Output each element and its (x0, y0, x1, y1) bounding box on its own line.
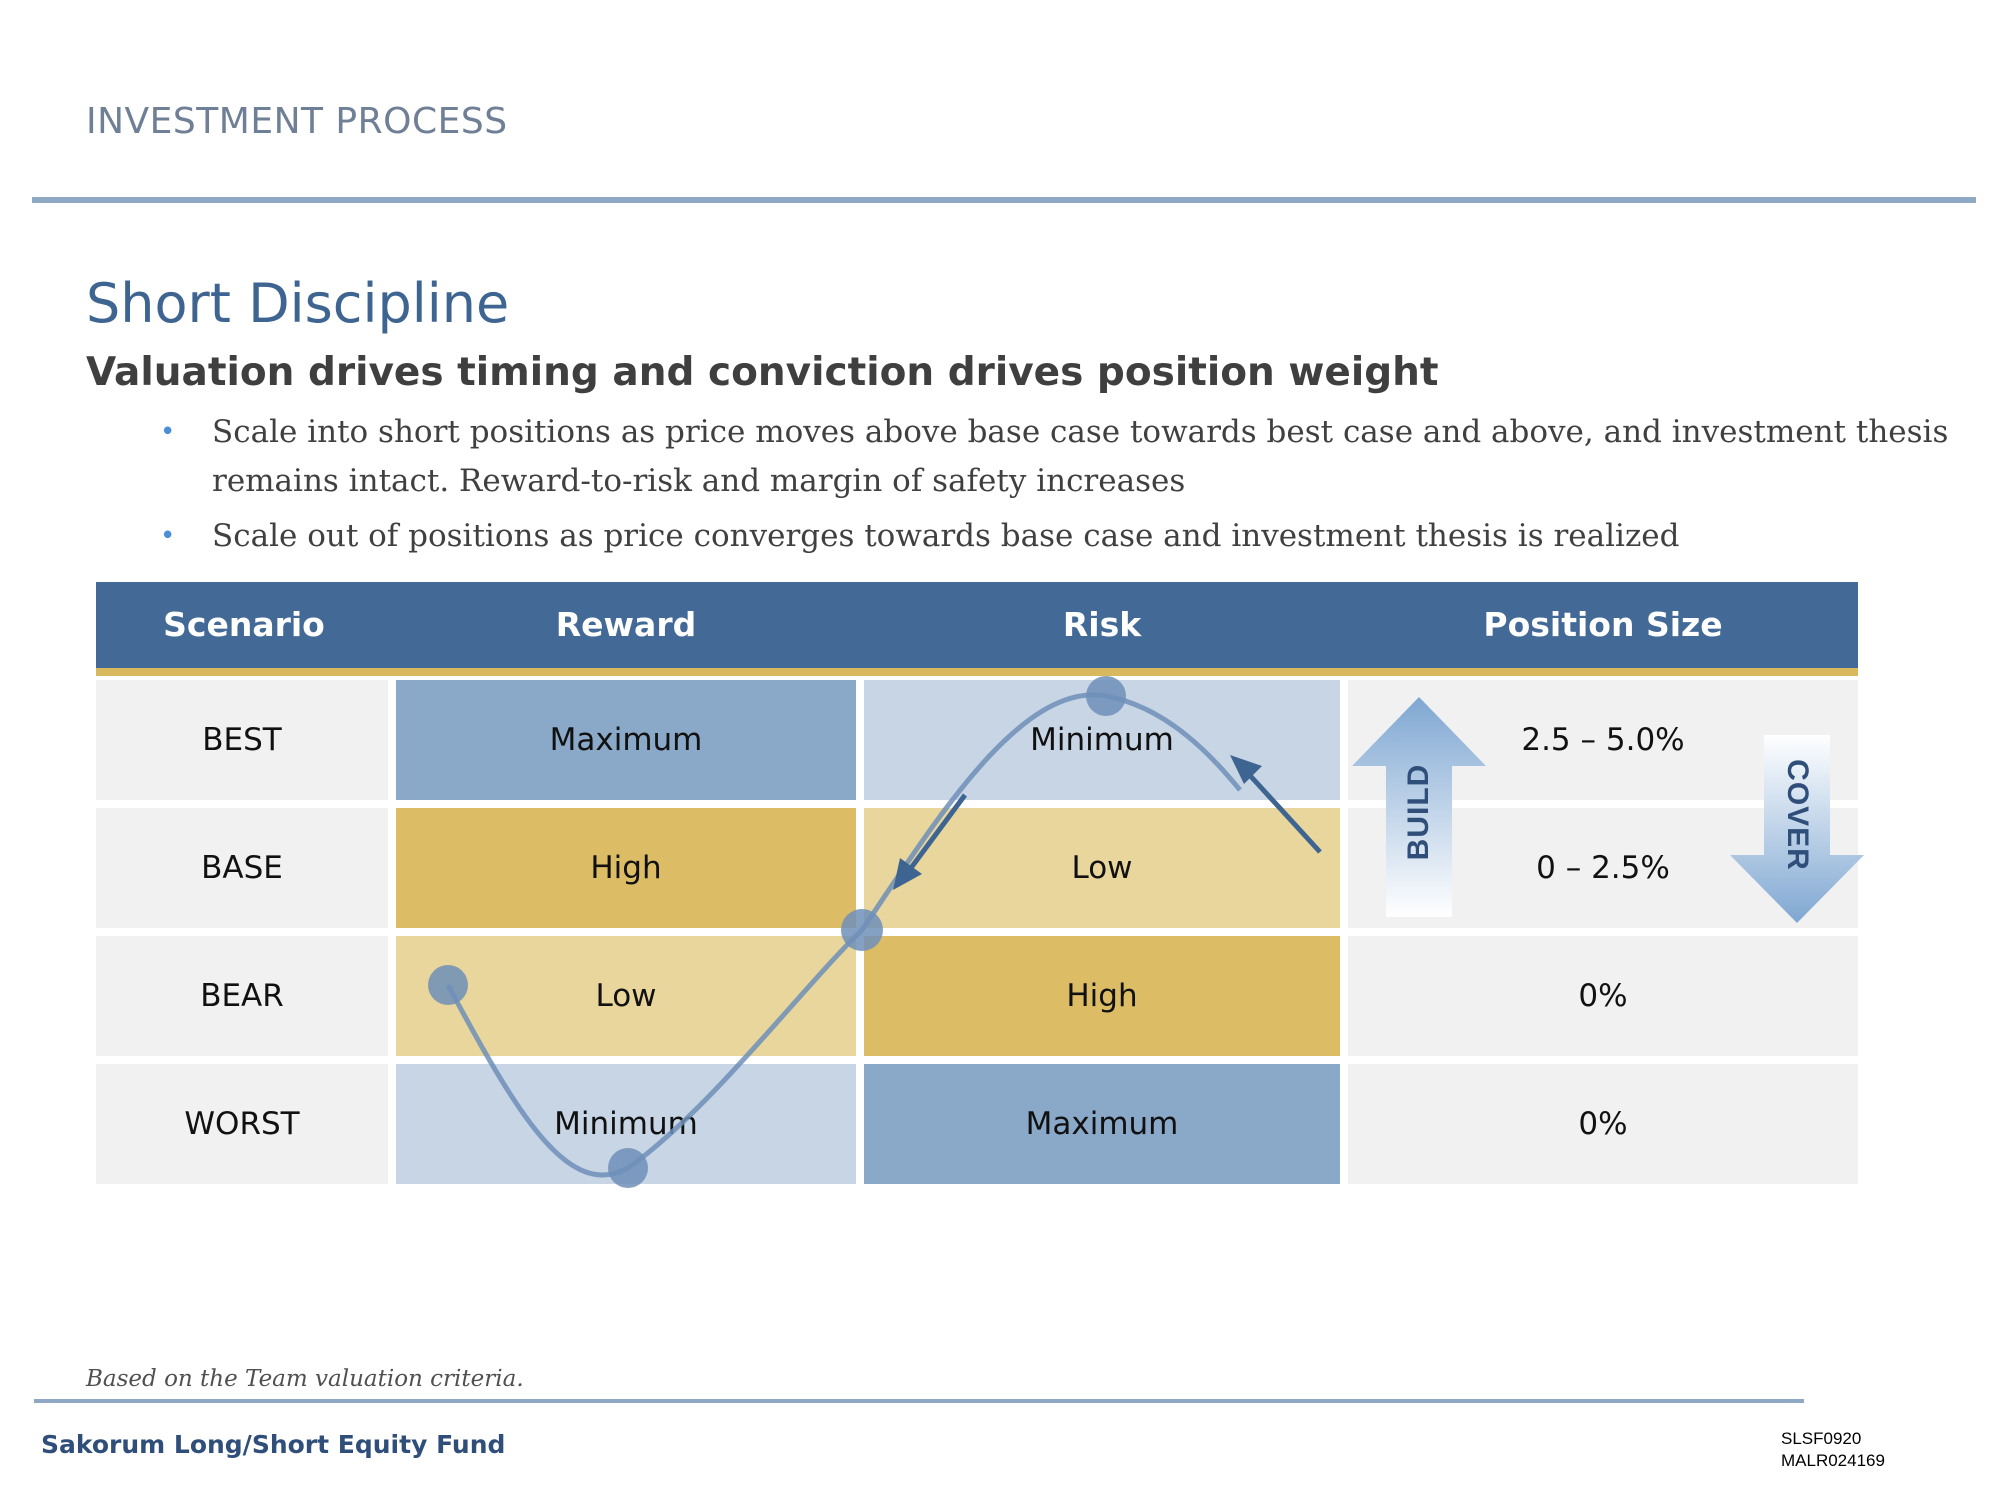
cell-position-worst: 0% (1348, 1064, 1858, 1184)
header-scenario: Scenario (163, 605, 325, 644)
bullet-text: Scale out of positions as price converge… (212, 518, 1680, 554)
cell-risk-base: Low (864, 808, 1340, 928)
header-position-size: Position Size (1483, 605, 1723, 644)
code-slsf: SLSF0920 (1781, 1429, 1862, 1448)
document-codes: SLSF0920 MALR024169 (1781, 1428, 1885, 1472)
scenario-table: Scenario Reward Risk Position Size BEST … (96, 582, 1858, 1184)
top-divider (32, 197, 1976, 203)
cell-position-bear: 0% (1348, 936, 1858, 1056)
cell-scenario-bear: BEAR (96, 936, 388, 1056)
bullet-dot-icon: • (160, 417, 176, 447)
section-label: INVESTMENT PROCESS (86, 101, 508, 142)
cell-reward-worst: Minimum (396, 1064, 856, 1184)
header-risk: Risk (1062, 605, 1142, 644)
cover-label: COVER (1781, 759, 1814, 871)
cell-reward-best: Maximum (396, 680, 856, 800)
table-header: Scenario Reward Risk Position Size (96, 582, 1858, 668)
bullet-list: • Scale into short positions as price mo… (160, 408, 1960, 567)
build-label: BUILD (1402, 763, 1435, 861)
code-malr: MALR024169 (1781, 1451, 1885, 1470)
bullet-item: • Scale into short positions as price mo… (160, 408, 1960, 506)
cell-reward-bear: Low (396, 936, 856, 1056)
page-subtitle: Valuation drives timing and conviction d… (86, 350, 1439, 395)
footnote: Based on the Team valuation criteria. (86, 1366, 524, 1392)
cell-scenario-base: BASE (96, 808, 388, 928)
cell-reward-base: High (396, 808, 856, 928)
bullet-dot-icon: • (160, 521, 176, 551)
bullet-item: • Scale out of positions as price conver… (160, 512, 1960, 561)
cell-risk-bear: High (864, 936, 1340, 1056)
fund-name: Sakorum Long/Short Equity Fund (41, 1430, 506, 1459)
page-title: Short Discipline (86, 272, 510, 335)
cell-scenario-worst: WORST (96, 1064, 388, 1184)
cell-risk-best: Minimum (864, 680, 1340, 800)
header-reward: Reward (555, 605, 697, 644)
bullet-text: Scale into short positions as price move… (212, 414, 1949, 499)
cell-scenario-best: BEST (96, 680, 388, 800)
header-accent-rule (96, 668, 1858, 676)
bottom-divider (34, 1399, 1804, 1403)
cell-risk-worst: Maximum (864, 1064, 1340, 1184)
